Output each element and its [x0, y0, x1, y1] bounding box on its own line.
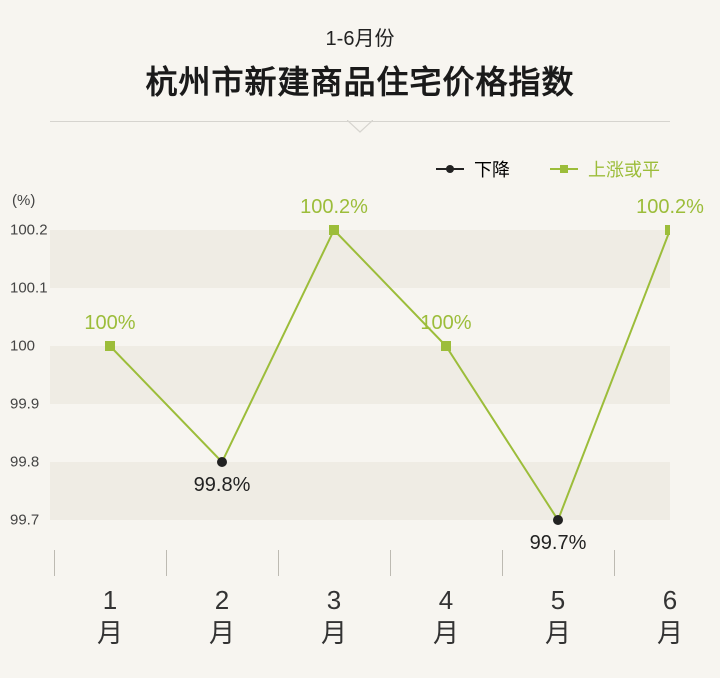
x-tick-label: 2月 [202, 584, 242, 649]
data-point-down [217, 457, 227, 467]
y-tick-label: 100.2 [10, 222, 48, 239]
y-tick-label: 99.9 [10, 396, 39, 413]
legend-marker-up-icon [550, 168, 578, 170]
chart-subtitle: 1-6月份 [0, 22, 720, 51]
data-point-down [553, 515, 563, 525]
data-point-up [665, 225, 670, 235]
line-chart: (%) 99.799.899.9100100.1100.2100%99.8%10… [50, 200, 670, 530]
data-point-up [329, 225, 339, 235]
y-tick-label: 100.1 [10, 280, 48, 297]
data-point-up [441, 341, 451, 351]
y-axis-unit: (%) [12, 192, 35, 209]
legend-label-up: 上涨或平 [588, 156, 660, 182]
x-tick-label: 3月 [314, 584, 354, 649]
legend-item-up: 上涨或平 [550, 156, 660, 182]
x-tick-label: 1月 [90, 584, 130, 649]
y-tick-label: 100 [10, 338, 35, 355]
header-divider [0, 121, 720, 122]
x-tick-label: 5月 [538, 584, 578, 649]
data-label: 100% [420, 312, 471, 335]
x-tick [614, 550, 615, 576]
data-label: 99.8% [194, 474, 251, 497]
legend-item-down: 下降 [436, 156, 510, 182]
x-tick [166, 550, 167, 576]
x-axis: 1月2月3月4月5月6月 [50, 550, 670, 660]
chart-title: 杭州市新建商品住宅价格指数 [0, 57, 720, 103]
data-label: 100.2% [636, 196, 704, 219]
data-label: 100% [84, 312, 135, 335]
data-point-up [105, 341, 115, 351]
x-tick [390, 550, 391, 576]
x-tick [502, 550, 503, 576]
x-tick-label: 4月 [426, 584, 466, 649]
divider-notch-icon [347, 120, 373, 134]
x-tick [54, 550, 55, 576]
legend-label-down: 下降 [474, 156, 510, 182]
y-tick-label: 99.7 [10, 512, 39, 529]
legend-marker-down-icon [436, 168, 464, 170]
data-label: 100.2% [300, 196, 368, 219]
chart-svg [50, 200, 670, 530]
chart-header: 1-6月份 杭州市新建商品住宅价格指数 [0, 0, 720, 103]
legend: 下降 上涨或平 [436, 156, 660, 182]
x-tick [278, 550, 279, 576]
y-tick-label: 99.8 [10, 454, 39, 471]
x-tick-label: 6月 [650, 584, 690, 649]
